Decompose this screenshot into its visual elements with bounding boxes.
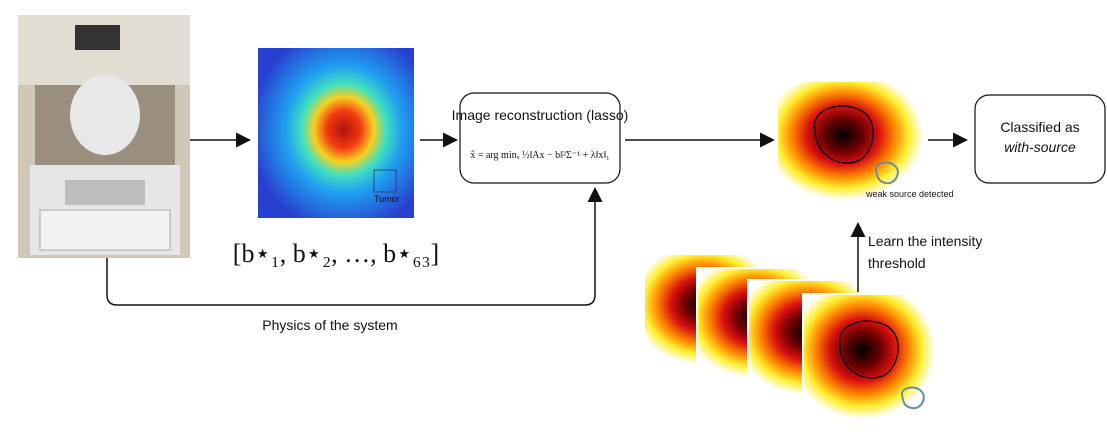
training-images — [645, 255, 935, 419]
classification-result: with-source — [1004, 139, 1076, 155]
classification-line: Classified as — [1000, 119, 1079, 135]
tumor-label: Tumor — [374, 194, 400, 204]
diagram: Tumor [b⋆₁, b⋆₂, …, b⋆₆₃] Image reconstr… — [0, 0, 1107, 430]
reconstructed-image — [778, 82, 923, 200]
reconstruction-title: Image reconstruction (lasso) — [452, 107, 629, 123]
detection-annotation: weak source detected — [865, 189, 954, 199]
apparatus-photo — [18, 15, 190, 258]
training-label: threshold — [868, 255, 926, 271]
measurement-vector: [b⋆₁, b⋆₂, …, b⋆₆₃] — [233, 239, 439, 268]
physics-label: Physics of the system — [262, 317, 397, 333]
training-label: Learn the intensity — [868, 233, 982, 249]
measurement-map — [258, 48, 414, 218]
lasso-formula: x̂ = arg minₓ ½‖Ax − b‖²Σ⁻¹ + λ‖x‖₁ — [470, 150, 609, 161]
